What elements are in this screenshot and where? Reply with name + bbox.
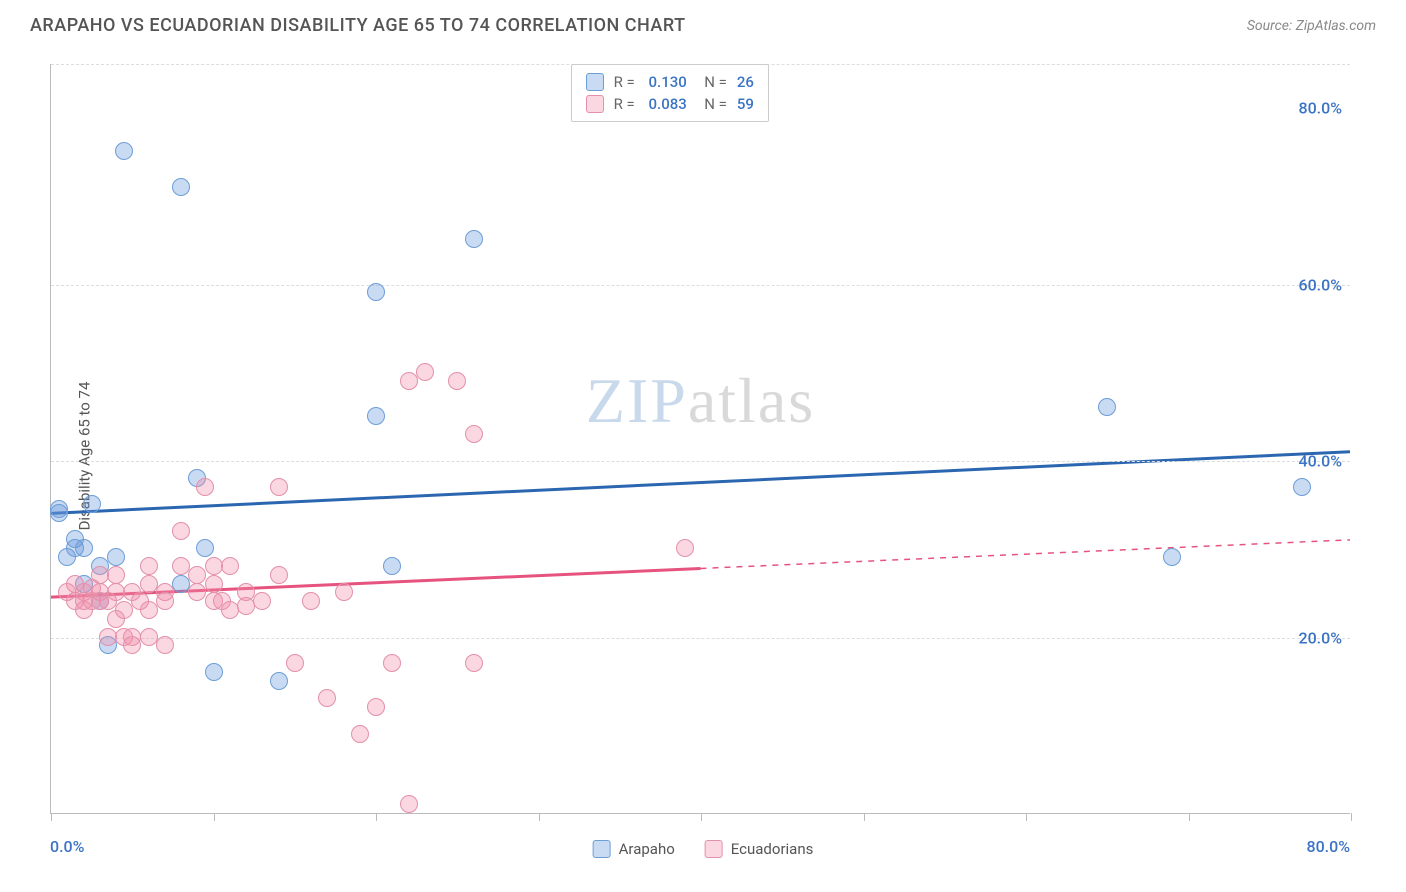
gridline bbox=[51, 461, 1350, 462]
scatter-point bbox=[302, 592, 320, 610]
scatter-point bbox=[270, 566, 288, 584]
x-axis-min-label: 0.0% bbox=[50, 837, 84, 856]
scatter-point bbox=[172, 178, 190, 196]
scatter-point bbox=[75, 539, 93, 557]
legend-bottom-item: Arapaho bbox=[593, 840, 675, 858]
y-axis-tick-label: 20.0% bbox=[1298, 628, 1342, 647]
scatter-point bbox=[383, 557, 401, 575]
x-axis-tick bbox=[1026, 813, 1027, 821]
scatter-point bbox=[107, 548, 125, 566]
scatter-point bbox=[400, 795, 418, 813]
scatter-point bbox=[318, 689, 336, 707]
scatter-point bbox=[115, 142, 133, 160]
scatter-point bbox=[400, 372, 418, 390]
x-axis-tick bbox=[51, 813, 52, 821]
x-axis-tick bbox=[864, 813, 865, 821]
legend-bottom-item: Ecuadorians bbox=[705, 840, 814, 858]
scatter-point bbox=[286, 654, 304, 672]
scatter-point bbox=[1293, 478, 1311, 496]
scatter-point bbox=[335, 583, 353, 601]
scatter-point bbox=[140, 557, 158, 575]
scatter-point bbox=[367, 283, 385, 301]
chart-container: Disability Age 65 to 74 20.0%40.0%60.0%8… bbox=[0, 46, 1406, 866]
x-axis-tick bbox=[539, 813, 540, 821]
scatter-point bbox=[367, 698, 385, 716]
n-label: N = bbox=[697, 95, 727, 113]
scatter-point bbox=[237, 583, 255, 601]
scatter-point bbox=[448, 372, 466, 390]
scatter-point bbox=[205, 575, 223, 593]
legend-swatch bbox=[586, 95, 604, 113]
legend-stats-row: R = 0.130 N = 26 bbox=[586, 71, 754, 93]
scatter-point bbox=[156, 592, 174, 610]
y-axis-tick-label: 60.0% bbox=[1298, 275, 1342, 294]
scatter-point bbox=[115, 601, 133, 619]
n-value: 59 bbox=[737, 95, 754, 113]
legend-label: Arapaho bbox=[619, 840, 675, 858]
scatter-point bbox=[83, 495, 101, 513]
x-axis-tick bbox=[1351, 813, 1352, 821]
legend-swatch bbox=[593, 840, 611, 858]
scatter-point bbox=[676, 539, 694, 557]
source-credit: Source: ZipAtlas.com bbox=[1247, 18, 1376, 34]
x-axis-tick bbox=[1189, 813, 1190, 821]
x-axis-tick bbox=[214, 813, 215, 821]
scatter-point bbox=[140, 628, 158, 646]
scatter-point bbox=[188, 566, 206, 584]
trend-lines-svg bbox=[51, 64, 1350, 813]
scatter-point bbox=[205, 663, 223, 681]
source-name: ZipAtlas.com bbox=[1296, 18, 1376, 34]
legend-bottom: Arapaho Ecuadorians bbox=[593, 840, 814, 858]
header-bar: ARAPAHO VS ECUADORIAN DISABILITY AGE 65 … bbox=[0, 0, 1406, 46]
legend-swatch bbox=[705, 840, 723, 858]
r-label: R = bbox=[614, 95, 635, 113]
r-value: 0.130 bbox=[645, 73, 687, 91]
scatter-point bbox=[270, 478, 288, 496]
scatter-point bbox=[188, 583, 206, 601]
scatter-point bbox=[172, 522, 190, 540]
n-value: 26 bbox=[737, 73, 754, 91]
scatter-point bbox=[172, 575, 190, 593]
scatter-point bbox=[1163, 548, 1181, 566]
source-label: Source: bbox=[1247, 18, 1292, 34]
scatter-point bbox=[196, 539, 214, 557]
r-value: 0.083 bbox=[645, 95, 687, 113]
scatter-point bbox=[465, 654, 483, 672]
legend-stats-box: R = 0.130 N = 26 R = 0.083 N = 59 bbox=[571, 64, 769, 122]
scatter-point bbox=[465, 425, 483, 443]
gridline bbox=[51, 285, 1350, 286]
n-label: N = bbox=[697, 73, 727, 91]
legend-swatch bbox=[586, 73, 604, 91]
scatter-point bbox=[416, 363, 434, 381]
watermark: ZIPatlas bbox=[586, 364, 815, 438]
x-axis-tick bbox=[701, 813, 702, 821]
scatter-point bbox=[123, 636, 141, 654]
scatter-point bbox=[253, 592, 271, 610]
x-axis-max-label: 80.0% bbox=[1306, 837, 1350, 856]
scatter-point bbox=[383, 654, 401, 672]
y-axis-tick-label: 40.0% bbox=[1298, 452, 1342, 471]
chart-title: ARAPAHO VS ECUADORIAN DISABILITY AGE 65 … bbox=[30, 15, 686, 36]
gridline bbox=[51, 638, 1350, 639]
scatter-point bbox=[465, 230, 483, 248]
legend-stats-row: R = 0.083 N = 59 bbox=[586, 93, 754, 115]
scatter-point bbox=[172, 557, 190, 575]
plot-area: 20.0% 40.0% 60.0% 80.0% ZIPatlas R = 0.130 N … bbox=[50, 64, 1350, 814]
y-axis-tick-label: 80.0% bbox=[1298, 99, 1342, 118]
legend-label: Ecuadorians bbox=[731, 840, 814, 858]
trend-line-dashed bbox=[701, 540, 1351, 569]
scatter-point bbox=[367, 407, 385, 425]
scatter-point bbox=[140, 575, 158, 593]
scatter-point bbox=[221, 557, 239, 575]
x-axis-tick bbox=[376, 813, 377, 821]
scatter-point bbox=[1098, 398, 1116, 416]
r-label: R = bbox=[614, 73, 635, 91]
scatter-point bbox=[270, 672, 288, 690]
scatter-point bbox=[196, 478, 214, 496]
scatter-point bbox=[140, 601, 158, 619]
scatter-point bbox=[156, 636, 174, 654]
scatter-point bbox=[351, 725, 369, 743]
scatter-point bbox=[107, 566, 125, 584]
scatter-point bbox=[50, 500, 68, 518]
